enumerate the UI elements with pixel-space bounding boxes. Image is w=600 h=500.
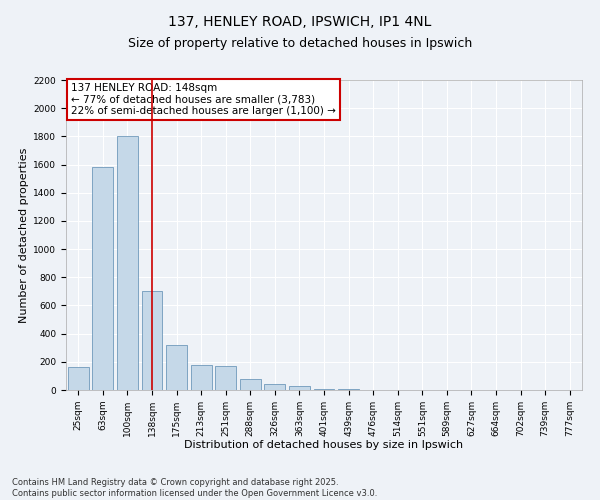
- Bar: [240, 378, 261, 390]
- Text: 137, HENLEY ROAD, IPSWICH, IP1 4NL: 137, HENLEY ROAD, IPSWICH, IP1 4NL: [169, 15, 431, 29]
- Text: Contains HM Land Registry data © Crown copyright and database right 2025.
Contai: Contains HM Land Registry data © Crown c…: [12, 478, 377, 498]
- Bar: [265, 384, 286, 390]
- Bar: [191, 366, 212, 390]
- Bar: [92, 168, 113, 390]
- X-axis label: Distribution of detached houses by size in Ipswich: Distribution of detached houses by size …: [184, 440, 464, 450]
- Bar: [215, 366, 236, 390]
- Bar: [117, 136, 138, 390]
- Bar: [166, 345, 187, 390]
- Bar: [142, 292, 163, 390]
- Bar: [289, 386, 310, 390]
- Bar: [314, 388, 334, 390]
- Text: 137 HENLEY ROAD: 148sqm
← 77% of detached houses are smaller (3,783)
22% of semi: 137 HENLEY ROAD: 148sqm ← 77% of detache…: [71, 83, 336, 116]
- Bar: [68, 368, 89, 390]
- Y-axis label: Number of detached properties: Number of detached properties: [19, 148, 29, 322]
- Text: Size of property relative to detached houses in Ipswich: Size of property relative to detached ho…: [128, 38, 472, 51]
